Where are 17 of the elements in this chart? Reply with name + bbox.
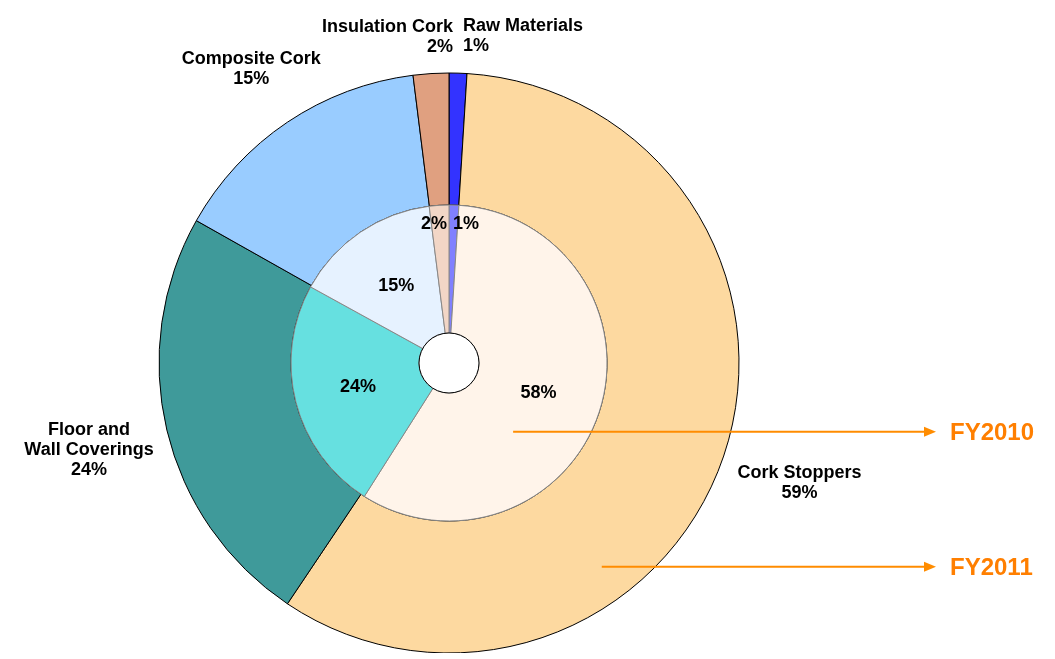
- data-label: 24%: [339, 376, 376, 397]
- data-label: 2%: [420, 213, 447, 234]
- data-label: 2%: [426, 35, 453, 56]
- slice-label: Cork Stoppers: [737, 461, 862, 482]
- slice-label: Floor and Wall Coverings: [24, 418, 154, 459]
- data-label: 15%: [378, 275, 415, 296]
- data-label: 59%: [781, 481, 818, 502]
- data-label: 1%: [453, 213, 480, 234]
- slice-label: FY2011: [950, 552, 1033, 580]
- slice-label: FY2010: [950, 417, 1035, 445]
- slice-label: Raw Materials: [463, 15, 584, 36]
- data-label: 1%: [463, 35, 490, 56]
- slice-label: Insulation Cork: [321, 15, 454, 36]
- data-label: 24%: [71, 458, 108, 479]
- data-label: 15%: [233, 68, 270, 89]
- data-label: 58%: [520, 382, 557, 403]
- slice-label: Composite Cork: [181, 48, 322, 69]
